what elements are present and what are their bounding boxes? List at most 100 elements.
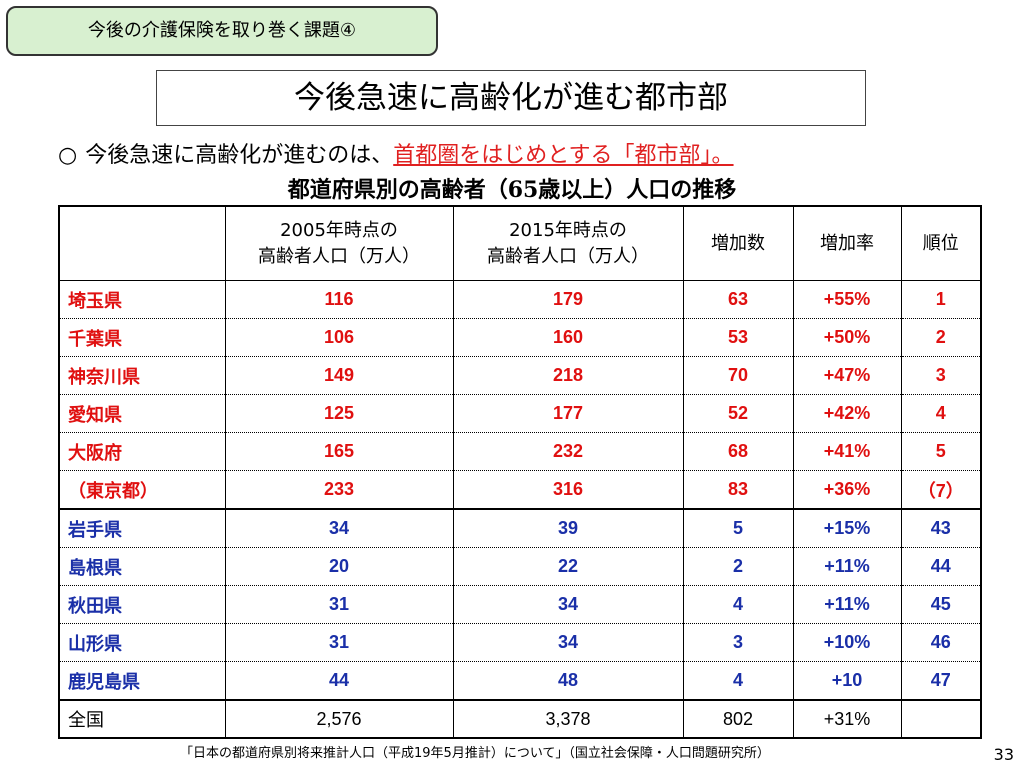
- pop-2005-cell: 116: [224, 280, 454, 319]
- rank-cell: 5: [900, 432, 982, 471]
- increase-cell: 52: [682, 394, 794, 433]
- pop-2005-cell: 106: [224, 318, 454, 357]
- table-row: 秋田県 31 34 4 +11% 45: [58, 585, 982, 624]
- table-row: 愛知県 125 177 52 +42% 4: [58, 394, 982, 433]
- increase-cell: 70: [682, 356, 794, 395]
- increase-cell: 4: [682, 661, 794, 701]
- pop-2015-cell: 39: [452, 508, 684, 548]
- table-row: 千葉県 106 160 53 +50% 2: [58, 318, 982, 357]
- table-row: 埼玉県 116 179 63 +55% 1: [58, 280, 982, 319]
- prefecture-cell: 鹿児島県: [58, 661, 226, 701]
- table-row: 岩手県 34 39 5 +15% 43: [58, 508, 982, 548]
- elderly-population-table: 2005年時点の 高齢者人口（万人） 2015年時点の 高齢者人口（万人） 増加数 …: [58, 205, 982, 739]
- pop-2015-cell: 160: [452, 318, 684, 357]
- rate-cell: +36%: [792, 470, 902, 510]
- rank-cell: 47: [900, 661, 982, 701]
- total-pop-2015-cell: 3,378: [452, 699, 684, 739]
- prefecture-cell: 山形県: [58, 623, 226, 662]
- table-total-row: 全国 2,576 3,378 802 +31%: [58, 699, 982, 739]
- header-2015-population: 2015年時点の 高齢者人口（万人）: [452, 206, 684, 281]
- table-row: 鹿児島県 44 48 4 +10 47: [58, 661, 982, 701]
- rate-cell: +55%: [792, 280, 902, 319]
- prefecture-cell: 千葉県: [58, 318, 226, 357]
- headline-highlight: 首都圏をはじめとする「都市部」。: [393, 143, 734, 168]
- rank-cell: （7）: [900, 470, 982, 510]
- pop-2015-cell: 177: [452, 394, 684, 433]
- pop-2005-cell: 34: [224, 508, 454, 548]
- rate-cell: +47%: [792, 356, 902, 395]
- rate-cell: +15%: [792, 508, 902, 548]
- header-corner: [58, 206, 226, 281]
- rank-cell: 4: [900, 394, 982, 433]
- slide-title: 今後急速に高齢化が進む都市部: [156, 70, 866, 126]
- increase-cell: 5: [682, 508, 794, 548]
- table-row: 神奈川県 149 218 70 +47% 3: [58, 356, 982, 395]
- pop-2015-cell: 34: [452, 585, 684, 624]
- prefecture-cell: 岩手県: [58, 508, 226, 548]
- rank-cell: 46: [900, 623, 982, 662]
- source-citation: 「日本の都道府県別将来推計人口（平成19年5月推計）について」（国立社会保障・人…: [180, 746, 770, 761]
- prefecture-cell: 島根県: [58, 547, 226, 586]
- table-body: 埼玉県 116 179 63 +55% 1 千葉県 106 160 53 +50% 2 神奈川県 149 2…: [58, 280, 982, 739]
- increase-cell: 53: [682, 318, 794, 357]
- total-prefecture-cell: 全国: [58, 699, 226, 739]
- increase-cell: 83: [682, 470, 794, 510]
- header-2005-text: 2005年時点の 高齢者人口（万人）: [258, 219, 420, 267]
- table-row: 大阪府 165 232 68 +41% 5: [58, 432, 982, 471]
- pop-2005-cell: 149: [224, 356, 454, 395]
- prefecture-cell: 大阪府: [58, 432, 226, 471]
- rate-cell: +11%: [792, 585, 902, 624]
- rate-cell: +11%: [792, 547, 902, 586]
- headline: ○ 今後急速に高齢化が進むのは、首都圏をはじめとする「都市部」。: [58, 140, 734, 172]
- increase-cell: 3: [682, 623, 794, 662]
- pop-2005-cell: 31: [224, 623, 454, 662]
- pop-2005-cell: 44: [224, 661, 454, 701]
- pop-2015-cell: 22: [452, 547, 684, 586]
- rate-cell: +10%: [792, 623, 902, 662]
- pop-2015-cell: 179: [452, 280, 684, 319]
- table-row: 山形県 31 34 3 +10% 46: [58, 623, 982, 662]
- increase-cell: 4: [682, 585, 794, 624]
- pop-2015-cell: 34: [452, 623, 684, 662]
- pop-2015-cell: 232: [452, 432, 684, 471]
- pop-2015-cell: 218: [452, 356, 684, 395]
- table-header-row: 2005年時点の 高齢者人口（万人） 2015年時点の 高齢者人口（万人） 増加数 …: [58, 206, 982, 281]
- headline-text: 今後急速に高齢化が進むのは、: [85, 143, 394, 168]
- increase-cell: 63: [682, 280, 794, 319]
- pop-2005-cell: 31: [224, 585, 454, 624]
- increase-cell: 68: [682, 432, 794, 471]
- pop-2015-cell: 48: [452, 661, 684, 701]
- table-row: 島根県 20 22 2 +11% 44: [58, 547, 982, 586]
- pop-2005-cell: 233: [224, 470, 454, 510]
- prefecture-cell: 神奈川県: [58, 356, 226, 395]
- page-number: 33: [993, 745, 1014, 764]
- prefecture-cell: 埼玉県: [58, 280, 226, 319]
- rank-cell: 2: [900, 318, 982, 357]
- rank-cell: 43: [900, 508, 982, 548]
- total-increase-cell: 802: [682, 699, 794, 739]
- pop-2005-cell: 165: [224, 432, 454, 471]
- section-tag: 今後の介護保険を取り巻く課題④: [6, 6, 438, 56]
- rank-cell: 1: [900, 280, 982, 319]
- header-rank: 順位: [900, 206, 982, 281]
- pop-2005-cell: 125: [224, 394, 454, 433]
- header-increase-rate: 増加率: [792, 206, 902, 281]
- total-rate-cell: +31%: [792, 699, 902, 739]
- prefecture-cell: 愛知県: [58, 394, 226, 433]
- rank-cell: 45: [900, 585, 982, 624]
- rank-cell: 44: [900, 547, 982, 586]
- table-row: （東京都） 233 316 83 +36% （7）: [58, 470, 982, 510]
- rank-cell: 3: [900, 356, 982, 395]
- rate-cell: +42%: [792, 394, 902, 433]
- header-2005-population: 2005年時点の 高齢者人口（万人）: [224, 206, 454, 281]
- header-2015-text: 2015年時点の 高齢者人口（万人）: [487, 219, 649, 267]
- increase-cell: 2: [682, 547, 794, 586]
- rate-cell: +50%: [792, 318, 902, 357]
- circle-bullet-icon: ○: [58, 143, 78, 168]
- rate-cell: +10: [792, 661, 902, 701]
- total-rank-cell: [900, 699, 982, 739]
- header-increase: 増加数: [682, 206, 794, 281]
- pop-2015-cell: 316: [452, 470, 684, 510]
- rate-cell: +41%: [792, 432, 902, 471]
- prefecture-cell: 秋田県: [58, 585, 226, 624]
